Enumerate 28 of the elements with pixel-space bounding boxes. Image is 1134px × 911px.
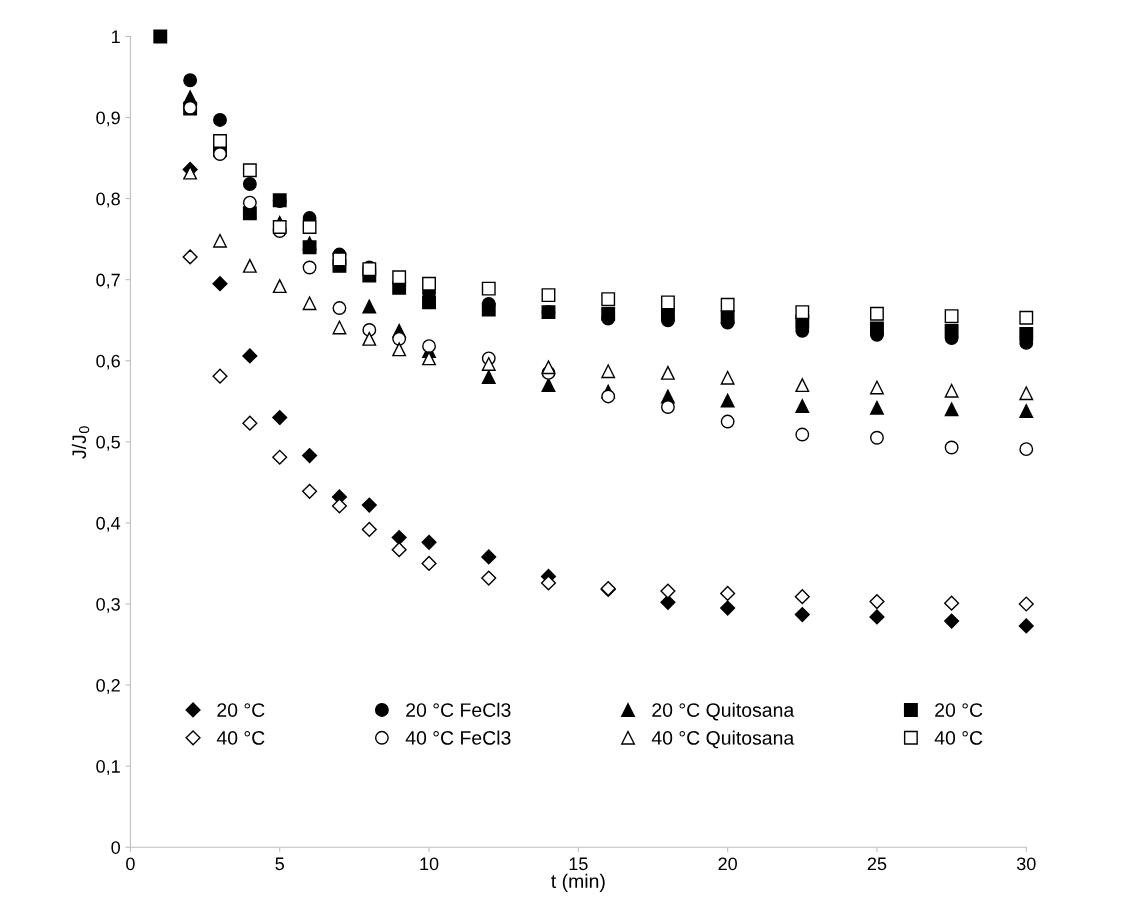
x-tick-label: 30 <box>1016 857 1036 871</box>
legend-label: 20 °C FeCl3 <box>406 702 511 717</box>
legend-label: 20 °C <box>217 703 265 717</box>
y-tick-label: 0,1 <box>96 760 120 775</box>
y-tick-label: 1 <box>112 30 120 43</box>
legend-label: 40 °C <box>934 731 983 745</box>
legend-label: 40 °C Quitosana <box>651 730 795 749</box>
x-tick-label: 10 <box>420 857 439 871</box>
y-tick-label: 0,7 <box>96 273 120 289</box>
x-tick-label: 0 <box>126 857 135 871</box>
x-tick-label: 20 <box>718 857 737 871</box>
y-tick-label: 0,9 <box>96 111 120 127</box>
legend-label: 20 °C Quitosana <box>652 702 795 721</box>
y-tick-label: 0,3 <box>96 597 120 613</box>
legend-label: 40 °C FeCl3 <box>405 730 511 745</box>
y-tick-label: 0,5 <box>96 435 120 451</box>
y-tick-label: 0,8 <box>96 192 120 208</box>
legend-label: 20 °C <box>935 703 983 717</box>
x-axis-title: t (min) <box>551 873 605 892</box>
x-tick-label: 25 <box>867 857 887 871</box>
y-axis-title: J/J$_{0}$ <box>71 426 90 459</box>
x-tick-label: 15 <box>569 857 588 871</box>
legend-label: 40 °C <box>216 731 265 745</box>
y-tick-label: 0 <box>111 841 120 854</box>
x-tick-label: 5 <box>275 857 284 871</box>
y-tick-label: 0,2 <box>96 679 120 694</box>
y-tick-label: 0,4 <box>96 516 121 532</box>
y-tick-label: 0,6 <box>96 354 120 370</box>
